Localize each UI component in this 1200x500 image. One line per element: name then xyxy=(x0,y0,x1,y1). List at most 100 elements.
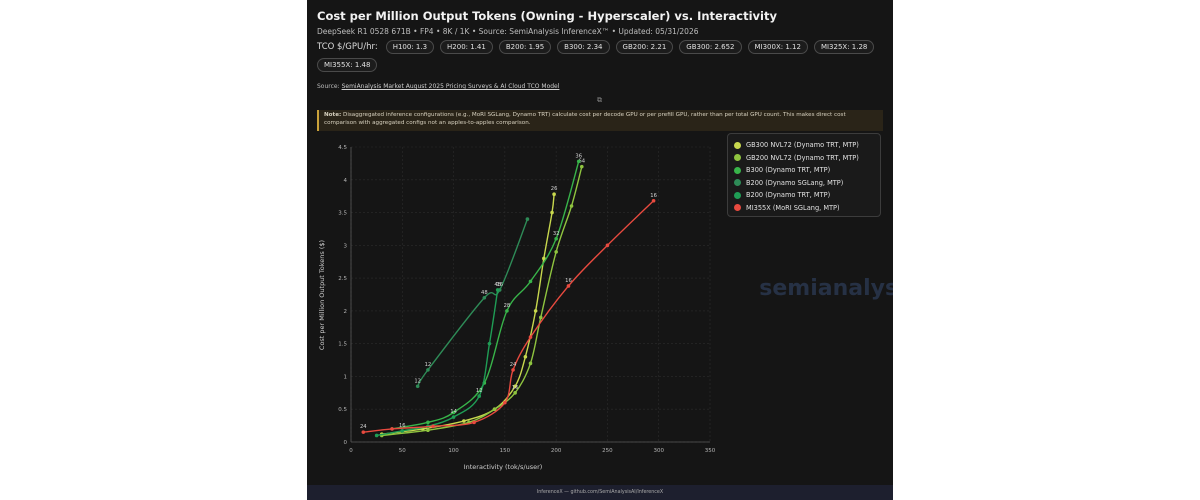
series-4: 16 14 12 48 xyxy=(374,282,501,438)
data-label: 12 xyxy=(425,362,432,368)
legend-swatch xyxy=(734,166,741,174)
data-point xyxy=(477,394,482,398)
data-label: 12 xyxy=(476,388,483,394)
x-tick-label: 0 xyxy=(349,448,353,454)
data-point xyxy=(552,192,556,196)
legend-item-3[interactable]: B200 (Dynamo SGLang, MTP) xyxy=(734,177,874,190)
source-link[interactable]: SemiAnalysis Market August 2025 Pricing … xyxy=(341,83,560,90)
data-point xyxy=(528,335,533,339)
tco-label: TCO $/GPU/hr: xyxy=(317,42,378,52)
data-point xyxy=(462,419,466,423)
data-point xyxy=(503,400,507,405)
data-label: 16 xyxy=(399,423,406,429)
data-point xyxy=(538,315,543,320)
chart-subtitle: DeepSeek R1 0528 671B • FP4 • 8K / 1K • … xyxy=(317,27,699,36)
data-point xyxy=(569,204,574,208)
grid-layer xyxy=(350,146,711,443)
data-label: 48 xyxy=(481,290,488,296)
tco-chip-mi325x: MI325X: 1.28 xyxy=(813,40,875,54)
tco-chip-mi355x: MI355X: 1.48 xyxy=(317,58,378,72)
watermark: semianalysis xyxy=(759,276,893,301)
legend-item-4[interactable]: B200 (Dynamo TRT, MTP) xyxy=(734,189,874,202)
y-tick-label: 0.5 xyxy=(338,407,347,413)
series-line-4 xyxy=(376,289,499,437)
data-point xyxy=(472,420,476,425)
footer: InferenceX — github.com/SemiAnalysisAI/I… xyxy=(307,485,893,500)
data-label: 24 xyxy=(360,424,367,430)
y-tick-label: 2 xyxy=(344,309,348,315)
data-point xyxy=(390,427,394,431)
data-label: 48 xyxy=(494,282,501,288)
chart-plot: semianalysis 0 0.5 1 1.5 2 2.5 3 3.5 4 4.5 0 50 100 1… xyxy=(318,145,893,471)
data-label: 16 xyxy=(496,282,503,288)
legend-label: GB300 NVL72 (Dynamo TRT, MTP) xyxy=(746,141,859,150)
data-point xyxy=(426,428,430,433)
data-label: 36 xyxy=(575,153,582,159)
data-point xyxy=(651,198,656,203)
data-label: 32 xyxy=(553,231,560,237)
data-point xyxy=(523,354,528,359)
data-point xyxy=(525,217,530,221)
chart-title: Cost per Million Output Tokens (Owning -… xyxy=(317,9,777,23)
data-point xyxy=(513,384,517,389)
data-label: 12 xyxy=(414,378,421,384)
legend-item-2[interactable]: B300 (Dynamo TRT, MTP) xyxy=(734,164,874,177)
legend-item-5[interactable]: MI355X (MoRI SGLang, MTP) xyxy=(734,202,874,215)
tco-chip-b300: B300: 2.34 xyxy=(557,40,610,54)
legend-label: B200 (Dynamo SGLang, MTP) xyxy=(746,178,844,187)
tco-row: TCO $/GPU/hr: H100: 1.3 H200: 1.41 B200:… xyxy=(317,40,883,72)
data-point xyxy=(374,433,379,438)
tco-chip-gb200: GB200: 2.21 xyxy=(615,40,674,54)
legend-label: B200 (Dynamo TRT, MTP) xyxy=(746,191,831,200)
data-point xyxy=(482,295,487,300)
data-point xyxy=(495,288,500,292)
legend-item-1[interactable]: GB200 NVL72 (Dynamo TRT, MTP) xyxy=(734,152,874,165)
note-box: Note: Disaggregated inference configurat… xyxy=(317,110,883,131)
chart-legend: GB300 NVL72 (Dynamo TRT, MTP) GB200 NVL72… xyxy=(727,133,881,217)
x-tick-label: 200 xyxy=(551,448,562,454)
legend-swatch xyxy=(734,179,741,187)
chart-panel: Cost per Million Output Tokens (Owning -… xyxy=(307,0,893,500)
data-label: 24 xyxy=(510,362,517,368)
note-label: Note: xyxy=(324,112,342,118)
legend-label: MI355X (MoRI SGLang, MTP) xyxy=(746,203,840,212)
data-label: 28 xyxy=(504,303,511,309)
data-point xyxy=(533,309,538,313)
data-point xyxy=(579,164,584,169)
data-point xyxy=(451,415,456,419)
data-point xyxy=(426,420,430,425)
data-point xyxy=(426,368,430,372)
data-label: 16 xyxy=(565,278,572,284)
external-link-icon[interactable]: ⧉ xyxy=(597,96,602,104)
data-label: 16 xyxy=(650,193,657,199)
data-label: 26 xyxy=(551,186,558,192)
legend-swatch xyxy=(734,191,741,199)
series-line-1 xyxy=(381,166,583,437)
legend-item-0[interactable]: GB300 NVL72 (Dynamo TRT, MTP) xyxy=(734,139,874,152)
y-tick-label: 4 xyxy=(344,178,348,184)
data-point xyxy=(528,361,533,366)
y-axis-label: Cost per Million Output Tokens ($) xyxy=(318,240,326,350)
data-point xyxy=(554,250,558,254)
data-point xyxy=(550,210,554,215)
data-point xyxy=(361,430,366,434)
data-point xyxy=(451,410,456,415)
x-tick-label: 300 xyxy=(653,448,664,454)
x-tick-label: 350 xyxy=(705,448,716,454)
data-point xyxy=(511,368,515,372)
x-tick-label: 100 xyxy=(448,448,459,454)
y-tick-label: 3.5 xyxy=(338,211,347,217)
data-point xyxy=(415,384,420,389)
series-5: 24 24 16 16 xyxy=(360,193,657,434)
tco-chip-mi300x: MI300X: 1.12 xyxy=(747,40,808,54)
data-point xyxy=(400,429,405,433)
data-point xyxy=(528,279,533,284)
data-label: 64 xyxy=(578,159,585,165)
y-tick-label: 1 xyxy=(344,374,348,380)
legend-label: B300 (Dynamo TRT, MTP) xyxy=(746,166,831,175)
series-line-5 xyxy=(363,200,655,433)
y-tick-label: 4.5 xyxy=(338,145,347,151)
